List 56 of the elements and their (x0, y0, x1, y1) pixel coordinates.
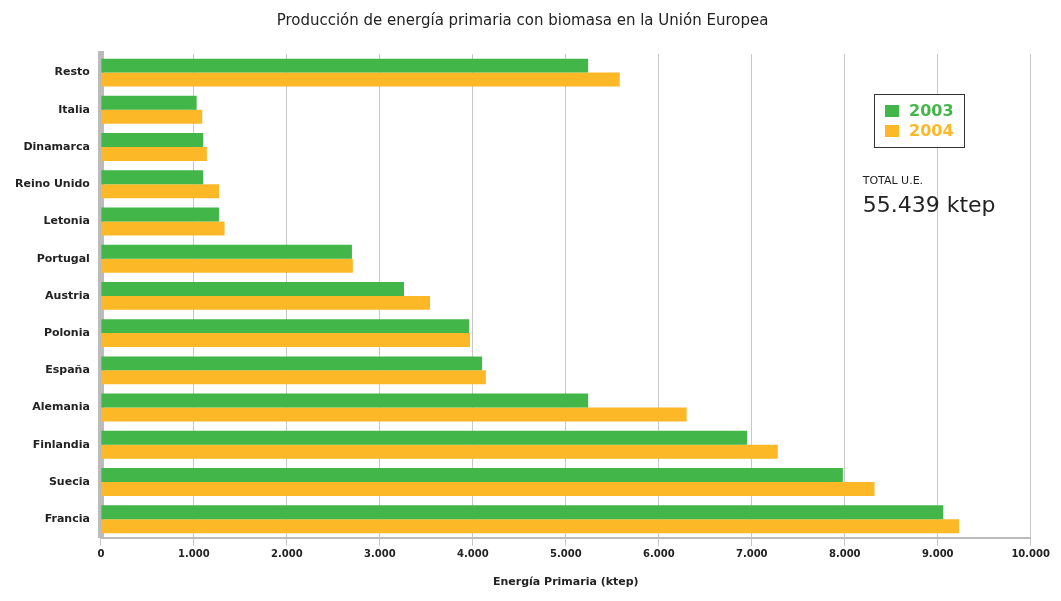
annotation: 55.439 ktep (862, 192, 996, 217)
bar (101, 207, 219, 222)
x-tick-label: 5.000 (549, 548, 582, 560)
bar (101, 319, 470, 334)
x-axis-title: Energía Primaria (ktep) (492, 575, 639, 589)
bar (101, 430, 748, 445)
bar (101, 244, 352, 259)
x-tick-label: 3.000 (364, 548, 396, 560)
y-tick-label: Francia (44, 512, 90, 526)
bar (101, 444, 778, 459)
bar (101, 468, 843, 482)
x-tick-label: 8.000 (828, 548, 861, 560)
x-tick-label: 6.000 (642, 548, 675, 560)
bar (101, 519, 960, 534)
bar (101, 95, 197, 110)
bar (101, 333, 471, 348)
bar (101, 356, 483, 371)
bar (101, 221, 225, 236)
y-tick-label: España (45, 363, 90, 377)
bar (101, 109, 203, 124)
y-tick-label: Resto (54, 65, 91, 79)
y-tick-label: Reino Unido (14, 177, 91, 191)
y-tick-label: Finlandia (32, 437, 90, 451)
bar (101, 481, 875, 496)
bar (101, 184, 219, 199)
x-tick-label: 10.000 (1011, 548, 1051, 560)
bar (101, 170, 204, 185)
legend-label: 2004 (909, 121, 954, 141)
y-tick-label: Portugal (36, 251, 90, 265)
bar (101, 295, 431, 310)
x-tick-label: 4.000 (456, 548, 489, 560)
bar (101, 258, 353, 273)
x-tick-label: 1.000 (178, 548, 210, 560)
bar (101, 505, 944, 520)
y-tick-label: Dinamarca (23, 139, 90, 153)
y-tick-label: Polonia (43, 325, 90, 339)
bar (101, 72, 620, 87)
y-tick-label: Austria (45, 288, 90, 302)
legend-label: 2003 (909, 101, 954, 121)
x-tick-label: 2.000 (271, 548, 303, 560)
x-tick-label: 9.000 (921, 548, 954, 560)
y-tick-label: Suecia (48, 474, 90, 488)
chart-title: Producción de energía primaria con biomasa en la Unión Europea (276, 10, 769, 29)
bar (101, 370, 486, 385)
bar (101, 58, 589, 73)
bar (101, 133, 204, 148)
bar (101, 407, 687, 422)
y-tick-label: Italia (58, 102, 90, 116)
x-tick-label: 7.000 (735, 548, 768, 560)
annotation: TOTAL U.E. (861, 174, 924, 187)
y-tick-label: Alemania (32, 400, 90, 414)
x-tick-label: 0 (97, 548, 105, 560)
y-tick-label: Letonia (43, 214, 90, 228)
bar (101, 281, 405, 296)
bar (101, 147, 207, 161)
bar (101, 393, 589, 408)
